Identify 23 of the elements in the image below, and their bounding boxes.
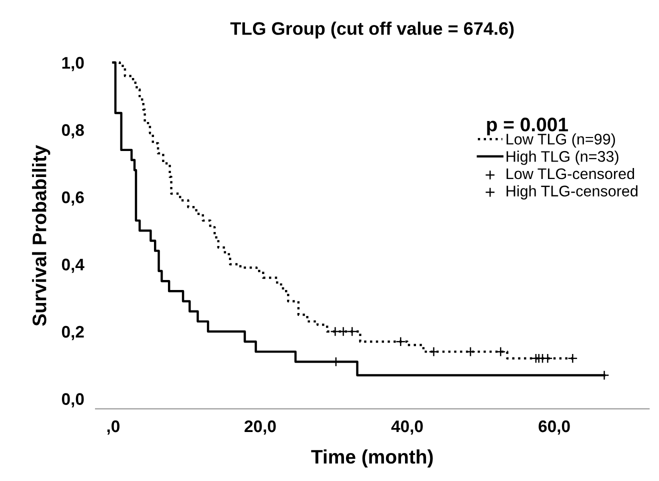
- y-tick-label: 0,8: [62, 124, 84, 138]
- y-tick-label: 0,6: [62, 191, 84, 206]
- legend-label: Low TLG-censored: [506, 168, 634, 180]
- legend-label: High TLG-censored: [506, 185, 638, 200]
- point: [396, 336, 406, 347]
- x-tick-label: 40,0: [391, 420, 423, 435]
- y-axis-title: Survival Probability: [32, 145, 50, 326]
- x-tick-label: 20,0: [244, 420, 276, 435]
- x-tick-label: ,0: [107, 420, 120, 435]
- legend-label: High TLG (n=33): [506, 150, 618, 165]
- y-tick-label: 0,4: [62, 258, 84, 273]
- x-tick-label: 60,0: [538, 420, 570, 435]
- point: [542, 353, 553, 364]
- y-tick-label: 1,0: [62, 56, 84, 72]
- y-tick-label: 0,0: [62, 393, 84, 408]
- point: [330, 326, 340, 337]
- x-axis-title: Time (month): [311, 449, 433, 468]
- point: [347, 326, 358, 337]
- y-tick-label: 0,2: [62, 326, 84, 340]
- point: [568, 353, 578, 364]
- legend-label: Low TLG (n=99): [506, 133, 615, 148]
- point: [338, 326, 348, 337]
- chart-title: TLG Group (cut off value = 674.6): [230, 22, 514, 38]
